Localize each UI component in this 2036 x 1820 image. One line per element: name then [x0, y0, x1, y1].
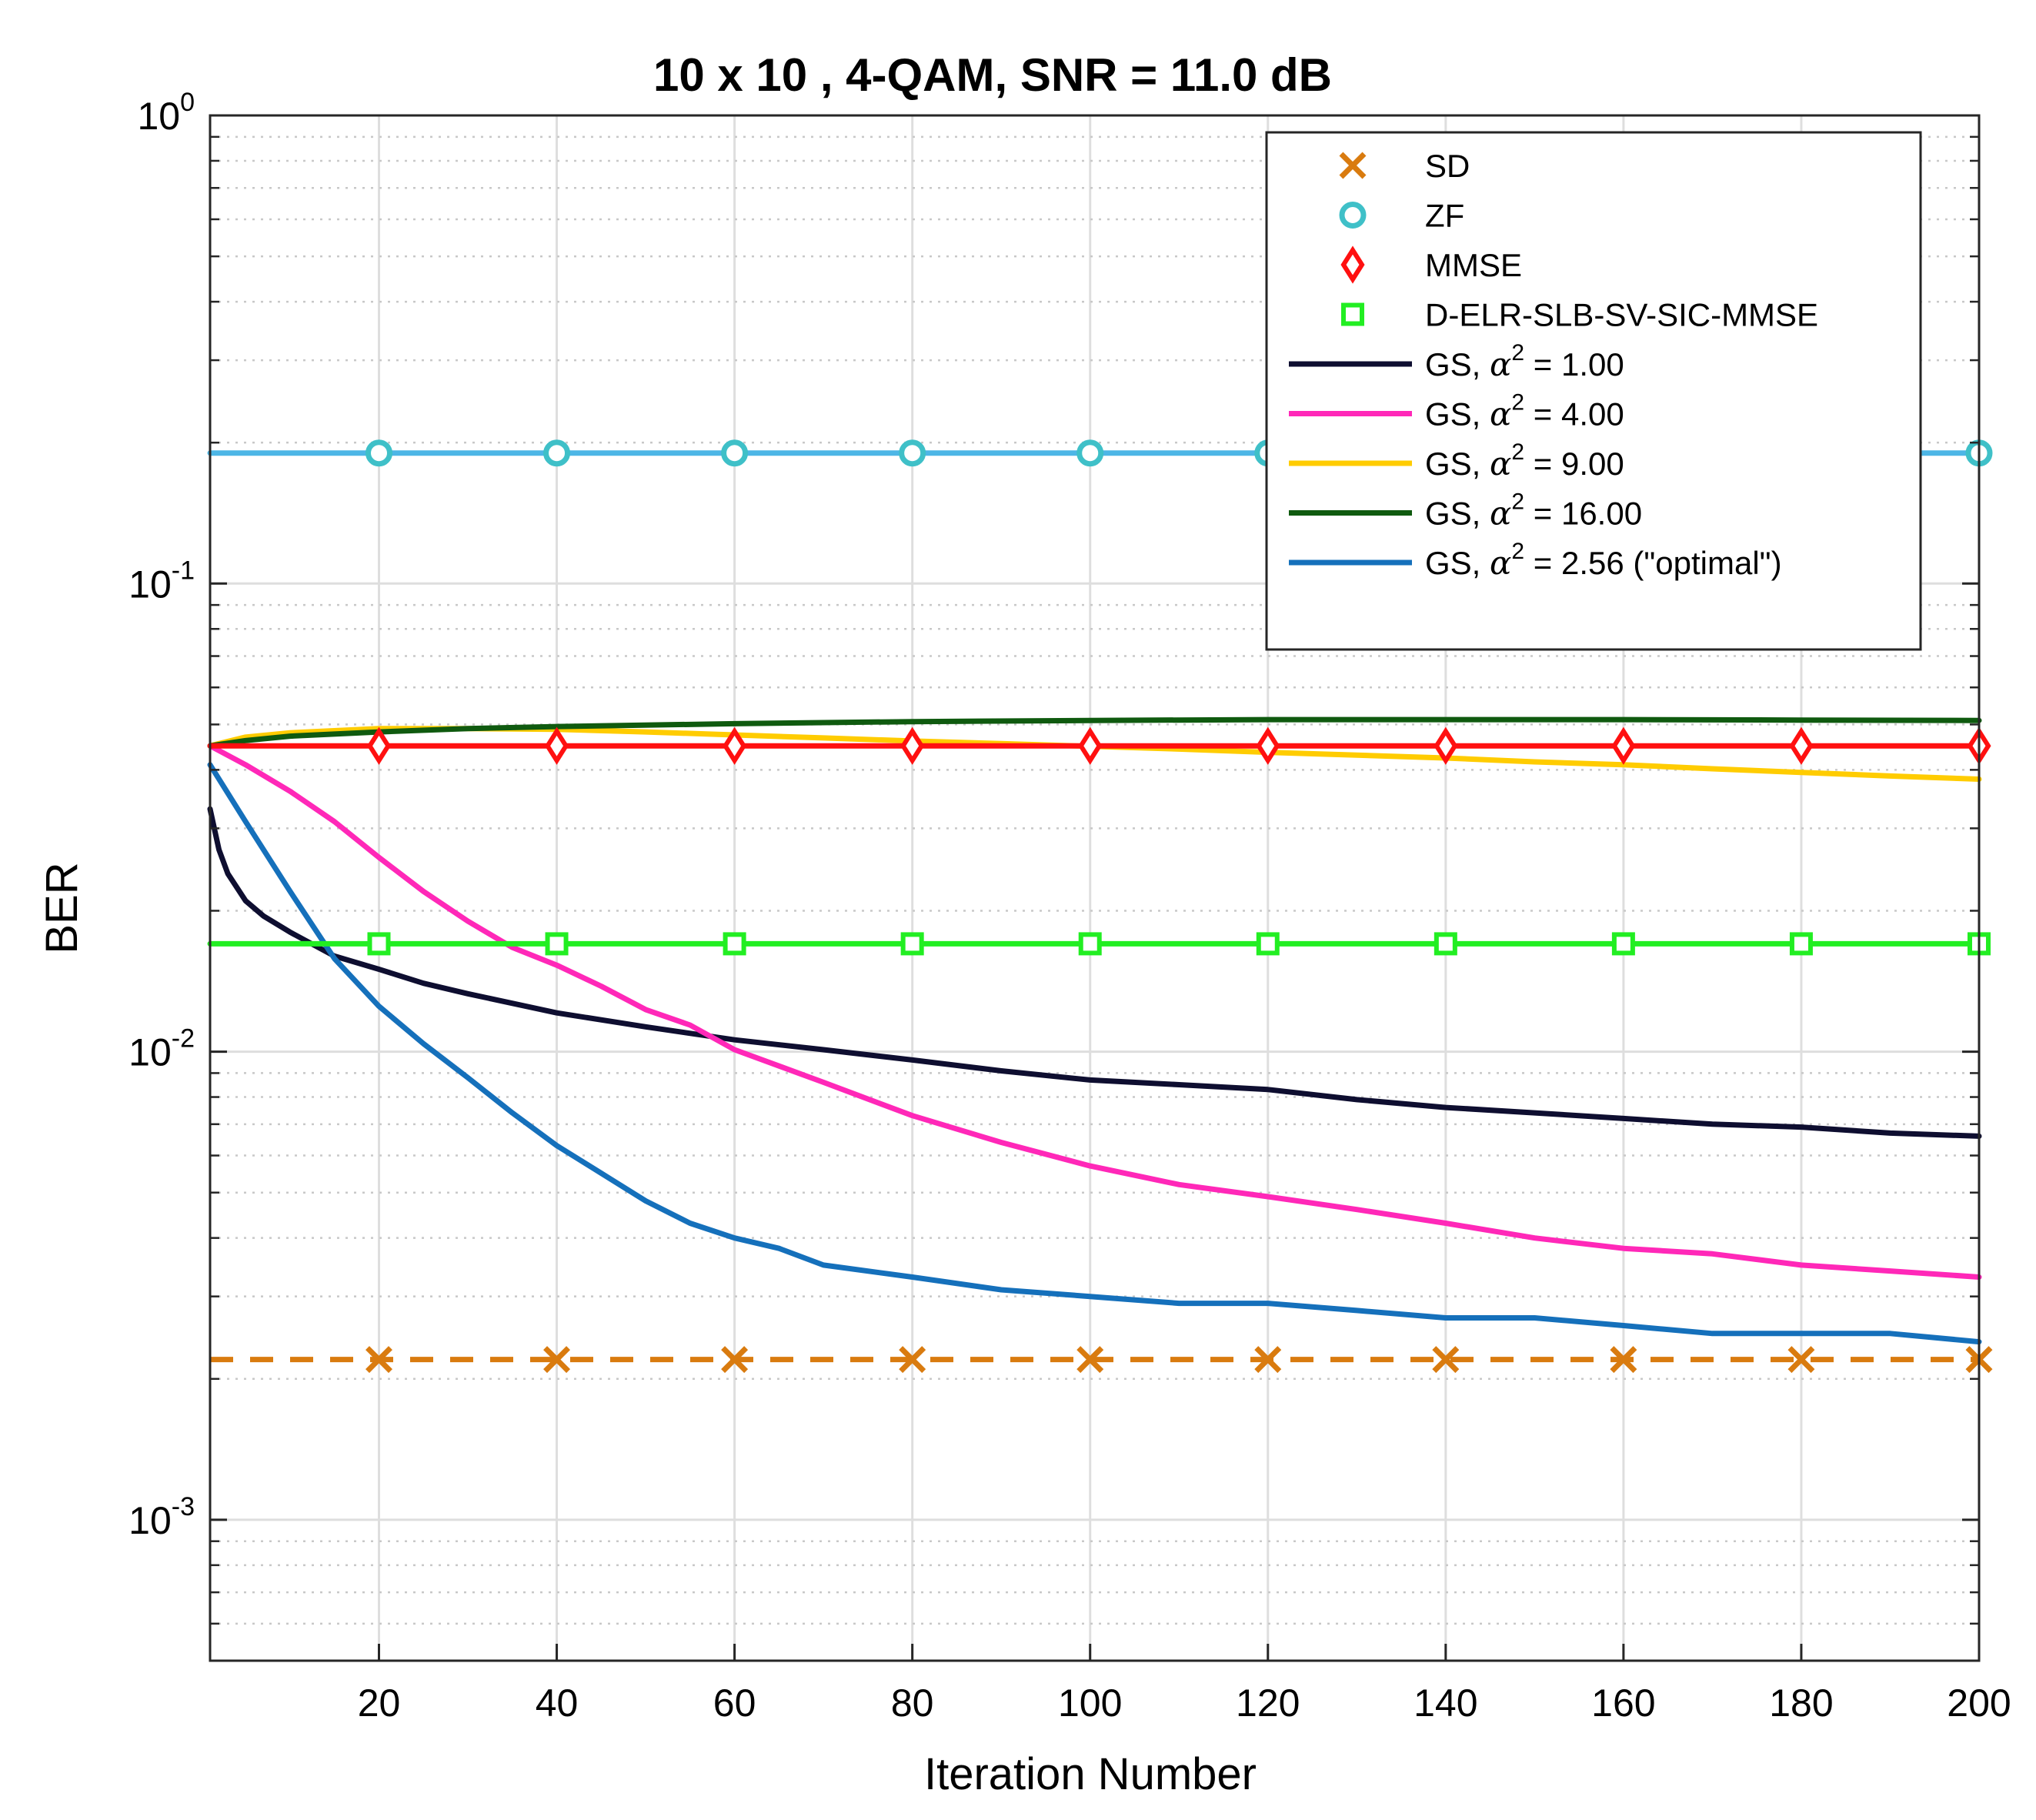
data-marker-1 [365, 439, 393, 467]
x-tick-label: 60 [713, 1681, 756, 1725]
legend-label-2: MMSE [1425, 247, 1522, 283]
y-tick-label: 100 [137, 88, 195, 138]
data-marker-2 [545, 726, 569, 765]
y-axis-label: BER [37, 862, 87, 953]
data-marker-0 [1787, 1346, 1815, 1374]
legend: SD ZF MMSE D-ELR-SLB-SV-SIC-MMSE GS, α2 = 1.… [1265, 131, 1922, 651]
data-marker-3 [900, 932, 924, 956]
series-line-4 [207, 806, 1982, 1139]
data-marker-2 [366, 726, 392, 765]
data-marker-1 [543, 439, 571, 467]
legend-label-5: GS, α2 = 4.00 [1425, 390, 1624, 433]
x-tick-label: 160 [1591, 1681, 1655, 1725]
x-axis-label: Iteration Number [924, 1749, 1257, 1799]
legend-marker-1 [1339, 202, 1367, 229]
series-line-8 [207, 762, 1982, 1345]
data-marker-3 [1256, 932, 1280, 956]
series-line-5 [207, 743, 1982, 1280]
legend-label-1: ZF [1425, 198, 1464, 234]
y-tick-label: 10-1 [129, 556, 195, 606]
tick-labels: 20 40 60 80 100 120 140 160 180 200 100 10-1 10-2 10-… [129, 88, 2011, 1725]
data-marker-2 [1256, 726, 1280, 765]
data-marker-2 [1078, 726, 1103, 765]
legend-label-8: GS, α2 = 2.56 ("optimal") [1425, 539, 1782, 582]
legend-label-7: GS, α2 = 16.00 [1425, 489, 1642, 533]
data-marker-2 [1789, 726, 1814, 765]
data-marker-1 [899, 439, 926, 467]
data-marker-2 [723, 726, 747, 765]
data-marker-3 [367, 932, 391, 956]
data-marker-3 [1078, 932, 1102, 956]
legend-label-3: D-ELR-SLB-SV-SIC-MMSE [1425, 297, 1818, 333]
data-marker-0 [365, 1346, 392, 1374]
legend-label-0: SD [1425, 148, 1470, 184]
chart-title: 10 x 10 , 4-QAM, SNR = 11.0 dB [653, 49, 1332, 101]
x-tick-label: 120 [1236, 1681, 1300, 1725]
x-tick-label: 20 [358, 1681, 401, 1725]
x-tick-label: 100 [1058, 1681, 1122, 1725]
data-marker-0 [899, 1346, 926, 1374]
x-tick-label: 140 [1414, 1681, 1477, 1725]
x-tick-label: 40 [536, 1681, 579, 1725]
data-marker-0 [1254, 1346, 1282, 1374]
data-marker-2 [1434, 726, 1458, 765]
x-tick-label: 200 [1947, 1681, 2011, 1725]
legend-label-4: GS, α2 = 1.00 [1425, 340, 1624, 383]
data-marker-0 [543, 1346, 571, 1374]
data-marker-2 [900, 726, 925, 765]
data-marker-0 [1610, 1346, 1637, 1374]
data-marker-0 [1432, 1346, 1460, 1374]
data-marker-3 [723, 932, 746, 956]
legend-marker-0 [1339, 152, 1367, 179]
legend-marker-2 [1340, 245, 1365, 284]
data-marker-3 [1789, 932, 1813, 956]
data-marker-3 [1434, 932, 1457, 956]
data-marker-3 [545, 932, 569, 956]
data-marker-3 [1611, 932, 1635, 956]
data-marker-1 [721, 439, 749, 467]
x-tick-label: 80 [891, 1681, 934, 1725]
x-tick-label: 180 [1769, 1681, 1833, 1725]
data-marker-0 [1076, 1346, 1104, 1374]
data-marker-0 [721, 1346, 749, 1374]
y-tick-label: 10-3 [129, 1492, 195, 1542]
axis-ticks [210, 114, 1981, 1662]
axes-box [209, 114, 1981, 1662]
y-tick-label: 10-2 [129, 1024, 195, 1074]
legend-label-6: GS, α2 = 9.00 [1425, 439, 1624, 483]
data-marker-2 [1611, 726, 1636, 765]
series-line-7 [207, 716, 1982, 749]
legend-marker-3 [1341, 302, 1364, 326]
data-marker-1 [1076, 439, 1104, 467]
